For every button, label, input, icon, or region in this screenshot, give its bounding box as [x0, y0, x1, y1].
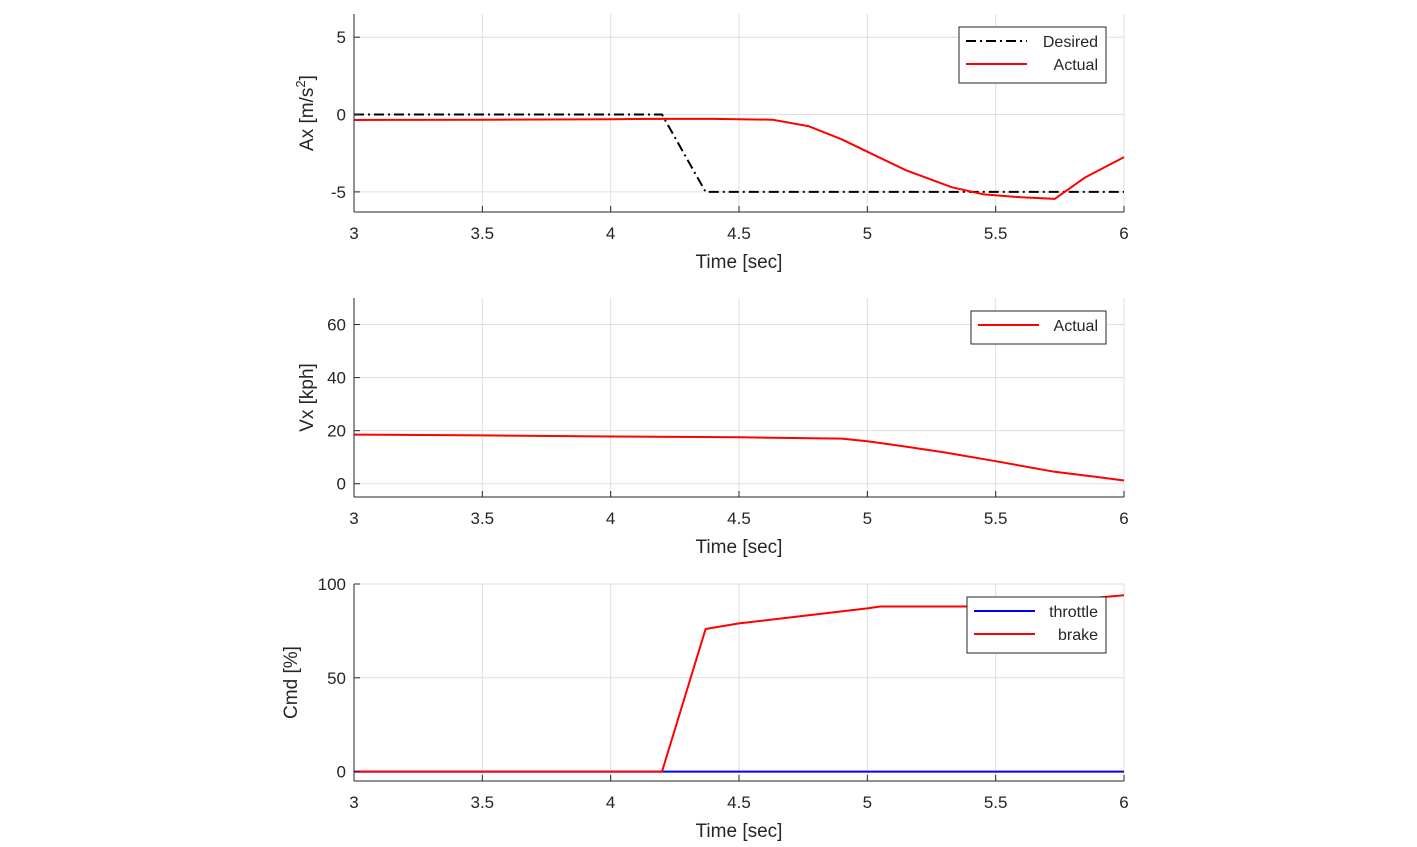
legend-box [958, 26, 1107, 84]
y-axis-label-superscript: 2 [293, 80, 308, 87]
y-axis-label: Vx [kph] [297, 363, 318, 432]
legend-box [970, 310, 1107, 345]
x-tick-label: 4 [606, 509, 615, 528]
x-tick-label: 3.5 [471, 509, 495, 528]
x-tick-label: 3 [349, 793, 358, 812]
x-tick-label: 5 [863, 224, 872, 243]
x-tick-label: 4 [606, 224, 615, 243]
y-axis-label-close: ] [297, 75, 318, 80]
subplot-1: 3 3.5 4 4.5 5 5.5 6 -5 0 5 Time [sec] Ax [m/s2] Desi… [293, 14, 1129, 273]
x-tick-label: 4 [606, 793, 615, 812]
y-tick-label: 0 [337, 475, 346, 494]
y-tick-label: 100 [318, 575, 346, 594]
x-tick-label: 6 [1119, 509, 1128, 528]
y-tick-label: 5 [337, 28, 346, 47]
y-axis-label: Ax [m/s2] [293, 75, 318, 151]
grid [353, 298, 1125, 497]
x-tick-label: 5 [863, 793, 872, 812]
y-axis-label: Cmd [%] [281, 646, 302, 719]
x-axis-label: Time [sec] [696, 252, 783, 273]
legend-label: throttle [1049, 604, 1098, 621]
x-axis-label: Time [sec] [696, 537, 783, 558]
x-axis-label: Time [sec] [696, 821, 783, 842]
x-tick-label: 5.5 [984, 509, 1008, 528]
x-tick-label: 4.5 [727, 509, 751, 528]
x-tick-label: 3 [349, 509, 358, 528]
legend-label: Actual [1054, 57, 1098, 74]
y-axis-label-main: Ax [m/s [297, 88, 318, 151]
x-tick-label: 3.5 [471, 224, 495, 243]
x-tick-label: 3 [349, 224, 358, 243]
series-line-desired [354, 113, 1124, 193]
x-tick-label: 5 [863, 509, 872, 528]
legend: Desired Actual [958, 26, 1107, 84]
x-tick-label: 4.5 [727, 224, 751, 243]
series-line-actual [353, 433, 1125, 482]
y-tick-label: -5 [331, 183, 346, 202]
y-tick-label: 50 [327, 669, 346, 688]
x-tick-label: 6 [1119, 224, 1128, 243]
y-tick-label: 60 [327, 316, 346, 335]
y-tick-label: 20 [327, 422, 346, 441]
y-tick-label: 0 [337, 763, 346, 782]
x-tick-label: 3.5 [471, 793, 495, 812]
y-tick-label: 40 [327, 369, 346, 388]
x-tick-label: 5.5 [984, 793, 1008, 812]
legend: Actual [970, 310, 1107, 345]
x-tick-label: 4.5 [727, 793, 751, 812]
legend-label: Actual [1054, 318, 1098, 335]
legend-label: brake [1058, 627, 1098, 644]
series-line-actual [353, 117, 1125, 200]
x-tick-label: 5.5 [984, 224, 1008, 243]
subplot-3: 3 3.5 4 4.5 5 5.5 6 0 50 100 Time [sec] Cmd [%] thro… [281, 575, 1129, 842]
y-tick-label: 0 [337, 106, 346, 125]
legend-label: Desired [1043, 34, 1098, 51]
legend: throttle brake [966, 596, 1107, 654]
legend-box [966, 596, 1107, 654]
x-tick-label: 6 [1119, 793, 1128, 812]
